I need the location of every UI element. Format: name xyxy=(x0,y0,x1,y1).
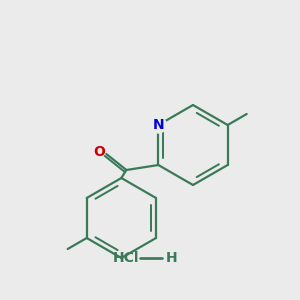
Text: O: O xyxy=(93,145,105,159)
Text: N: N xyxy=(152,118,164,132)
Circle shape xyxy=(150,117,167,133)
Text: H: H xyxy=(166,251,178,265)
Text: HCl: HCl xyxy=(113,251,139,265)
